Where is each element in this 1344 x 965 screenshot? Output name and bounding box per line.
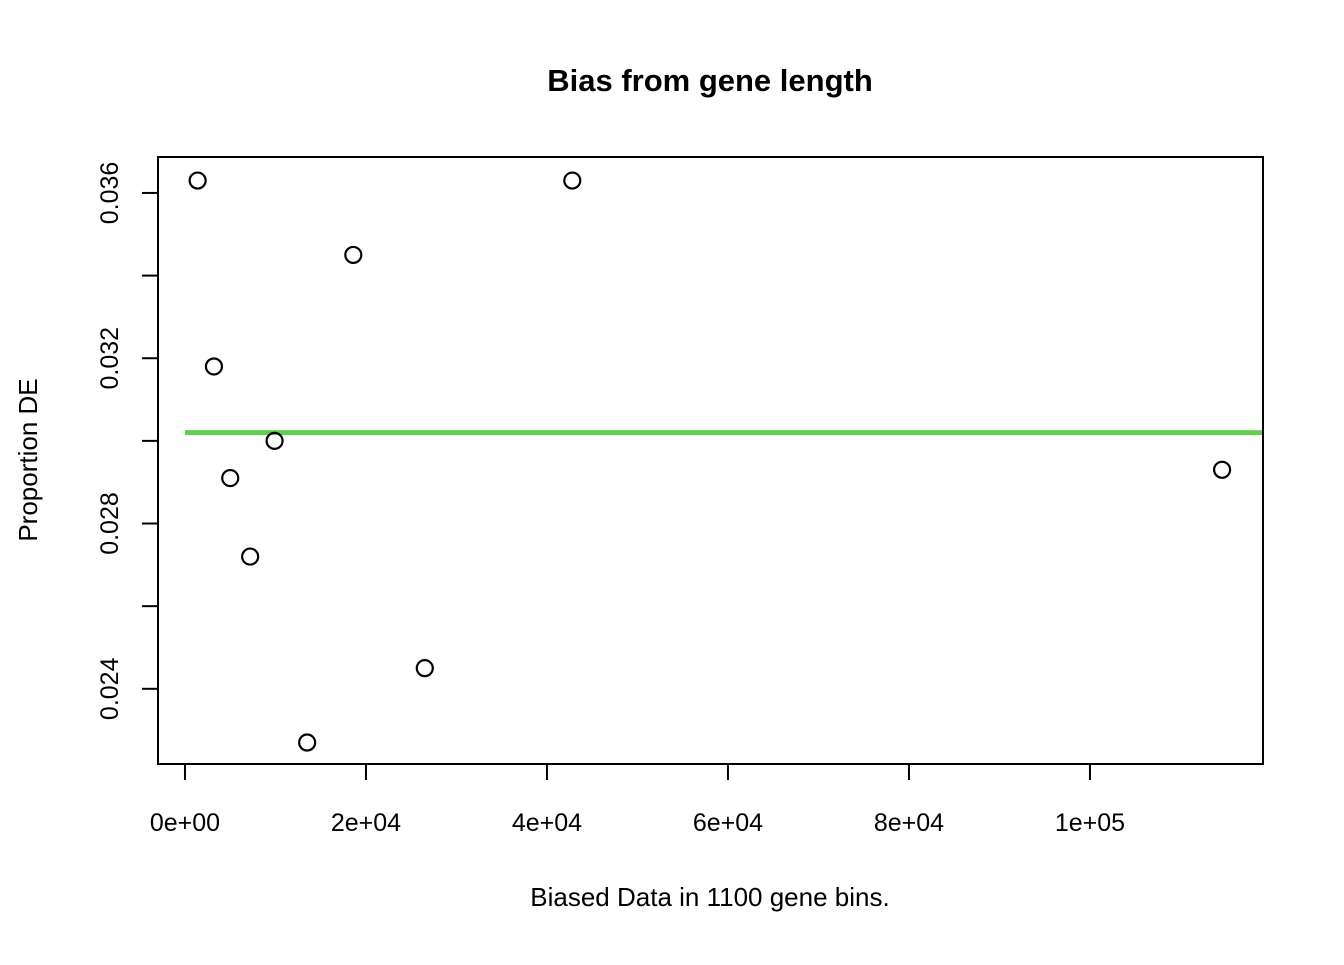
y-tick-label: 0.024 <box>96 657 124 720</box>
data-point <box>265 431 284 450</box>
data-point <box>188 171 207 190</box>
data-point <box>241 547 260 566</box>
y-tick-label: 0.028 <box>96 492 124 555</box>
data-point <box>221 468 240 488</box>
data-point <box>563 171 582 190</box>
data-points-layer <box>188 171 1232 752</box>
data-point <box>415 659 434 678</box>
plot-box <box>157 156 1264 765</box>
data-point <box>344 245 363 265</box>
x-tick-label: 6e+04 <box>693 809 763 837</box>
data-point <box>1212 460 1232 479</box>
x-tick-label: 1e+05 <box>1055 809 1125 837</box>
x-tick-label: 0e+00 <box>150 809 220 837</box>
y-tick-label: 0.036 <box>96 162 124 225</box>
x-axis-title: Biased Data in 1100 gene bins. <box>530 882 889 912</box>
x-tick-label: 4e+04 <box>512 809 582 837</box>
axis-ticks: 0e+00 2e+04 4e+04 6e+04 8e+04 1e+05 0.024 0.028… <box>96 162 1125 837</box>
y-axis-title: Proportion DE <box>13 378 43 541</box>
x-tick-label: 2e+04 <box>331 809 401 837</box>
data-point <box>204 357 224 376</box>
x-tick-label: 8e+04 <box>874 809 944 837</box>
plot-title: Bias from gene length <box>547 63 873 98</box>
data-point <box>298 733 317 752</box>
y-tick-label: 0.032 <box>96 327 124 390</box>
